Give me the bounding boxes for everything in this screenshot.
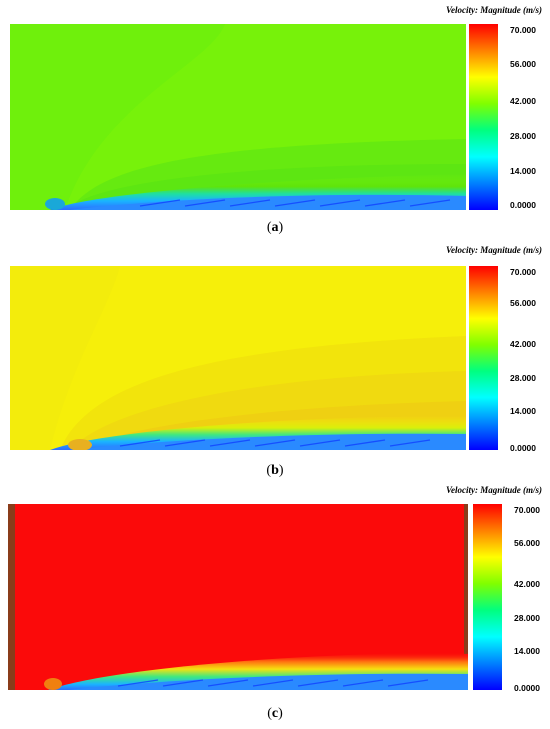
tick-label: 42.000 (514, 579, 540, 589)
tick-label: 42.000 (510, 96, 536, 106)
velocity-field-plot (8, 504, 468, 690)
tick-label: 14.000 (510, 166, 536, 176)
colorbar (469, 266, 498, 450)
tick-label: 14.000 (514, 646, 540, 656)
tick-label: 56.000 (510, 298, 536, 308)
tick-label: 70.000 (514, 505, 540, 515)
tick-label: 28.000 (510, 131, 536, 141)
colorbar (473, 504, 502, 690)
velocity-field-plot (10, 266, 466, 450)
tick-label: 56.000 (514, 538, 540, 548)
figure-caption: (a) (266, 220, 284, 235)
panel-b: Velocity: Magnitude (m/s) (0, 240, 550, 490)
panel-a: Velocity: Magnitude (m/s) (0, 0, 550, 240)
figure-caption: (b) (266, 463, 284, 478)
tick-label: 56.000 (510, 59, 536, 69)
colorbar-title: Velocity: Magnitude (m/s) (446, 5, 542, 15)
tick-label: 70.000 (510, 25, 536, 35)
colorbar-title: Velocity: Magnitude (m/s) (446, 485, 542, 495)
tick-label: 0.0000 (510, 200, 536, 210)
panel-c: Velocity: Magnitude (m/s) (0, 480, 550, 729)
tick-label: 42.000 (510, 339, 536, 349)
colorbar-title: Velocity: Magnitude (m/s) (446, 245, 542, 255)
tick-label: 70.000 (510, 267, 536, 277)
tick-label: 28.000 (510, 373, 536, 383)
figure-caption: (c) (267, 706, 283, 721)
tick-label: 0.0000 (514, 683, 540, 693)
tick-label: 0.0000 (510, 443, 536, 453)
colorbar (469, 24, 498, 210)
tick-label: 28.000 (514, 613, 540, 623)
velocity-field-plot (10, 24, 466, 210)
tick-label: 14.000 (510, 406, 536, 416)
